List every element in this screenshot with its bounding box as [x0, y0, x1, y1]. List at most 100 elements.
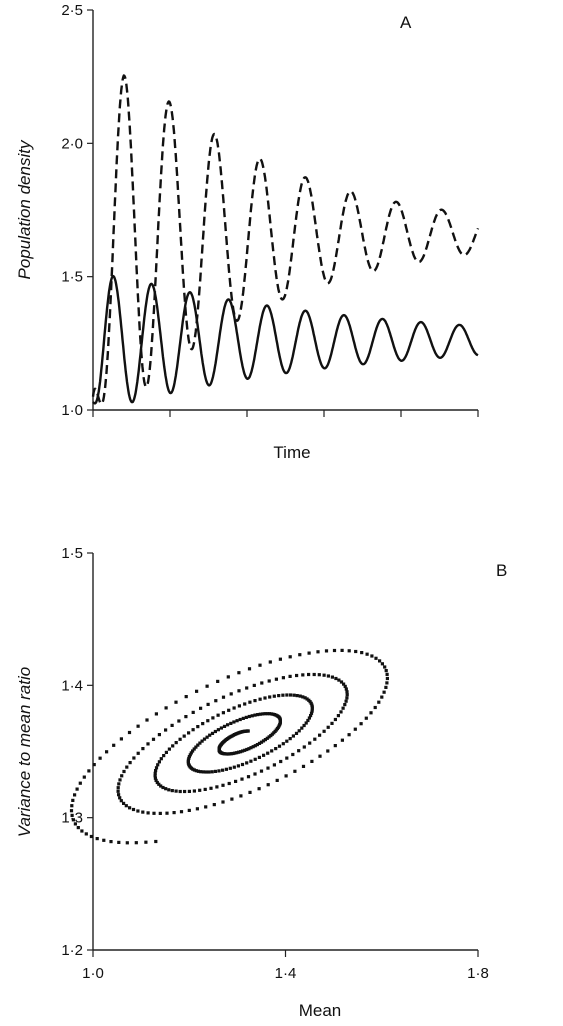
- panel-b-point: [298, 653, 302, 657]
- panel-b-point: [141, 747, 145, 751]
- panel-b-point: [297, 729, 301, 733]
- panel-b-point: [330, 675, 334, 679]
- panel-b-point: [221, 783, 225, 787]
- panel-b-point: [208, 733, 212, 737]
- panel-b-point: [222, 724, 227, 728]
- panel-b-point: [161, 785, 165, 790]
- panel-b-point: [313, 737, 317, 741]
- panel-b-point: [69, 809, 74, 813]
- panel-b-point: [247, 714, 251, 719]
- panel-b-point: [203, 787, 207, 791]
- panel-b-point: [141, 810, 145, 814]
- panel-b-point: [309, 701, 313, 705]
- panel-b-point: [84, 832, 88, 836]
- panel-b-point: [164, 787, 168, 791]
- panel-b-point: [177, 719, 181, 723]
- panel-b-point: [184, 695, 188, 699]
- panel-b-point: [196, 743, 200, 747]
- panel-b-point: [246, 775, 251, 779]
- panel-b-point: [154, 778, 158, 782]
- panel-b-point: [266, 751, 270, 755]
- panel-b-point: [259, 740, 264, 744]
- panel-b-point: [260, 681, 264, 685]
- panel-b-point: [89, 834, 93, 839]
- panel-b-point: [239, 794, 243, 798]
- panel-b-point: [326, 725, 330, 729]
- panel-b-point: [301, 764, 306, 768]
- panel-b-point: [191, 749, 195, 753]
- panel-b-point: [167, 788, 171, 792]
- panel-b-point: [75, 787, 79, 791]
- panel-b-point: [309, 711, 314, 715]
- panel-b-point: [154, 769, 158, 773]
- panel-b-point: [310, 705, 314, 709]
- panel-b-point: [344, 687, 348, 691]
- panel-b-point: [310, 709, 314, 713]
- panel-b-point: [382, 690, 386, 694]
- panel-b-point: [202, 737, 207, 741]
- panel-b-point: [353, 727, 357, 731]
- panel-b-point: [183, 789, 187, 794]
- panel-b-point: [199, 770, 203, 774]
- panel-b-point: [221, 800, 225, 804]
- panel-b-point: [136, 724, 140, 728]
- panel-b-point: [308, 700, 312, 704]
- panel-b-point: [385, 681, 389, 685]
- panel-b-point: [232, 706, 236, 710]
- panel-a-y-tick-label: 2·5: [61, 2, 83, 19]
- panel-b-point: [201, 770, 205, 774]
- panel-b-point: [369, 711, 373, 715]
- panel-b-point: [171, 744, 175, 748]
- panel-b-point: [322, 729, 326, 733]
- panel-b-point: [164, 706, 168, 710]
- panel-b-point: [117, 793, 121, 797]
- panel-b-point: [192, 747, 196, 751]
- panel-b-point: [243, 702, 247, 706]
- panel-b-point: [155, 780, 159, 785]
- panel-b-point: [244, 715, 248, 719]
- panel-b-point: [71, 818, 75, 822]
- panel-b-point: [342, 682, 346, 686]
- panel-a-y-tick-label: 1·0: [61, 402, 83, 419]
- panel-b-point: [269, 712, 273, 716]
- panel-b-point: [195, 689, 199, 693]
- panel-b-point: [191, 728, 195, 732]
- panel-b-point: [174, 700, 178, 704]
- panel-b-point: [298, 694, 302, 698]
- panel-b-point: [230, 797, 234, 801]
- panel-a-dashed-series: [91, 74, 480, 406]
- panel-b-point: [165, 811, 169, 815]
- panel-b-point: [209, 786, 213, 790]
- panel-b-point: [164, 728, 168, 732]
- panel-b-point: [170, 723, 174, 727]
- panel-b-point: [270, 749, 274, 753]
- panel-b-point: [272, 763, 276, 767]
- panel-b-point: [272, 694, 276, 698]
- panel-b-point: [339, 710, 343, 714]
- panel-b-point: [252, 683, 256, 687]
- panel-b-point: [294, 731, 299, 735]
- panel-b-point: [136, 751, 140, 755]
- panel-b-point: [174, 741, 178, 745]
- panel-b-point: [249, 746, 253, 750]
- panel-b-point: [179, 810, 184, 814]
- panel-b-point: [336, 714, 340, 718]
- panel-b-point: [258, 712, 262, 716]
- panel-b-point: [247, 747, 251, 751]
- panel-b-point: [333, 744, 337, 748]
- panel-b-point: [178, 737, 182, 741]
- panel-b-point: [237, 671, 241, 675]
- panel-b-point: [154, 712, 158, 716]
- panel-b-point: [340, 648, 344, 652]
- panel-b-point: [146, 742, 150, 746]
- panel-b-point: [322, 673, 326, 677]
- panel-b-point: [245, 761, 249, 765]
- panel-b-point: [228, 766, 232, 770]
- panel-b-point: [235, 751, 239, 755]
- panel-b-point: [162, 754, 166, 758]
- panel-b-point: [308, 741, 312, 745]
- panel-b-point: [212, 803, 216, 807]
- panel-b-point: [265, 712, 269, 716]
- panel-b-point: [373, 705, 377, 710]
- panel-b-point: [245, 686, 249, 690]
